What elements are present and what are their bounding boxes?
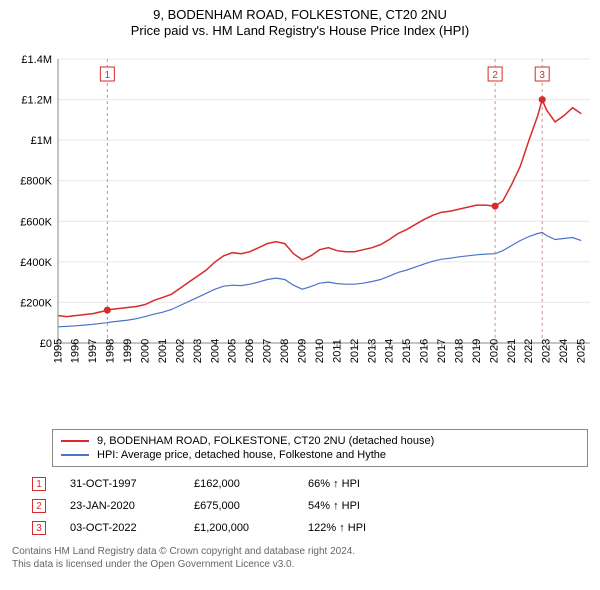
svg-text:3: 3 <box>539 70 545 81</box>
svg-text:1996: 1996 <box>70 339 82 363</box>
title-block: 9, BODENHAM ROAD, FOLKESTONE, CT20 2NU P… <box>0 0 600 43</box>
event-marker: 1 <box>32 477 46 491</box>
svg-text:1999: 1999 <box>122 339 134 363</box>
footer-line-2: This data is licensed under the Open Gov… <box>12 558 588 571</box>
svg-text:£1.4M: £1.4M <box>21 54 52 66</box>
legend-row-price: 9, BODENHAM ROAD, FOLKESTONE, CT20 2NU (… <box>61 434 579 448</box>
event-hpi: 66% ↑ HPI <box>308 478 408 490</box>
svg-text:£800K: £800K <box>20 176 52 188</box>
event-row: 1 31-OCT-1997 £162,000 66% ↑ HPI <box>32 473 588 495</box>
event-row: 3 03-OCT-2022 £1,200,000 122% ↑ HPI <box>32 517 588 539</box>
svg-text:2020: 2020 <box>488 339 500 363</box>
legend-label-price: 9, BODENHAM ROAD, FOLKESTONE, CT20 2NU (… <box>97 435 434 447</box>
chart-svg: £0 £200K £400K £600K £800K £1M £1.2M £1.4M 1 2 3 19… <box>0 43 600 423</box>
legend-label-hpi: HPI: Average price, detached house, Folk… <box>97 449 386 461</box>
svg-text:£1.2M: £1.2M <box>21 95 52 107</box>
svg-text:2011: 2011 <box>331 339 343 363</box>
svg-text:1998: 1998 <box>105 339 117 363</box>
svg-text:2018: 2018 <box>453 339 465 363</box>
svg-text:1: 1 <box>105 70 111 81</box>
svg-text:2014: 2014 <box>384 339 396 363</box>
svg-text:2015: 2015 <box>401 339 413 363</box>
event-price: £162,000 <box>194 478 284 490</box>
svg-text:2023: 2023 <box>541 339 553 363</box>
svg-text:2007: 2007 <box>262 339 274 363</box>
event-price: £1,200,000 <box>194 522 284 534</box>
svg-text:1997: 1997 <box>87 339 99 363</box>
svg-text:2001: 2001 <box>157 339 169 363</box>
svg-text:2019: 2019 <box>471 339 483 363</box>
svg-text:2010: 2010 <box>314 339 326 363</box>
svg-text:2024: 2024 <box>558 339 570 363</box>
svg-text:2002: 2002 <box>174 339 186 363</box>
event-date: 31-OCT-1997 <box>70 478 170 490</box>
legend-swatch-price <box>61 440 89 442</box>
svg-text:£0: £0 <box>40 338 52 350</box>
svg-text:2021: 2021 <box>506 339 518 363</box>
footer-line-1: Contains HM Land Registry data © Crown c… <box>12 545 588 558</box>
svg-text:2022: 2022 <box>523 339 535 363</box>
svg-text:2000: 2000 <box>140 339 152 363</box>
svg-text:2017: 2017 <box>436 339 448 363</box>
svg-text:2016: 2016 <box>419 339 431 363</box>
svg-text:2013: 2013 <box>366 339 378 363</box>
svg-text:£600K: £600K <box>20 216 52 228</box>
svg-text:2003: 2003 <box>192 339 204 363</box>
svg-text:2005: 2005 <box>227 339 239 363</box>
svg-text:2008: 2008 <box>279 339 291 363</box>
svg-text:2025: 2025 <box>576 339 588 363</box>
footer: Contains HM Land Registry data © Crown c… <box>12 545 588 571</box>
svg-text:2: 2 <box>492 70 498 81</box>
events-table: 1 31-OCT-1997 £162,000 66% ↑ HPI 2 23-JAN-202… <box>32 473 588 539</box>
svg-text:£200K: £200K <box>20 297 52 309</box>
event-price: £675,000 <box>194 500 284 512</box>
event-hpi: 54% ↑ HPI <box>308 500 408 512</box>
legend-row-hpi: HPI: Average price, detached house, Folk… <box>61 448 579 462</box>
event-marker: 3 <box>32 521 46 535</box>
svg-text:2004: 2004 <box>209 339 221 363</box>
svg-text:2006: 2006 <box>244 339 256 363</box>
svg-text:£400K: £400K <box>20 257 52 269</box>
event-row: 2 23-JAN-2020 £675,000 54% ↑ HPI <box>32 495 588 517</box>
event-date: 03-OCT-2022 <box>70 522 170 534</box>
svg-text:£1M: £1M <box>31 135 52 147</box>
legend: 9, BODENHAM ROAD, FOLKESTONE, CT20 2NU (… <box>52 429 588 467</box>
title-line-2: Price paid vs. HM Land Registry's House … <box>0 23 600 38</box>
title-line-1: 9, BODENHAM ROAD, FOLKESTONE, CT20 2NU <box>0 7 600 22</box>
event-marker: 2 <box>32 499 46 513</box>
event-date: 23-JAN-2020 <box>70 500 170 512</box>
chart-area: £0 £200K £400K £600K £800K £1M £1.2M £1.4M 1 2 3 19… <box>0 43 600 423</box>
svg-text:2009: 2009 <box>296 339 308 363</box>
legend-swatch-hpi <box>61 454 89 456</box>
svg-text:2012: 2012 <box>349 339 361 363</box>
event-hpi: 122% ↑ HPI <box>308 522 408 534</box>
chart-container: 9, BODENHAM ROAD, FOLKESTONE, CT20 2NU P… <box>0 0 600 571</box>
svg-text:1995: 1995 <box>52 339 64 363</box>
